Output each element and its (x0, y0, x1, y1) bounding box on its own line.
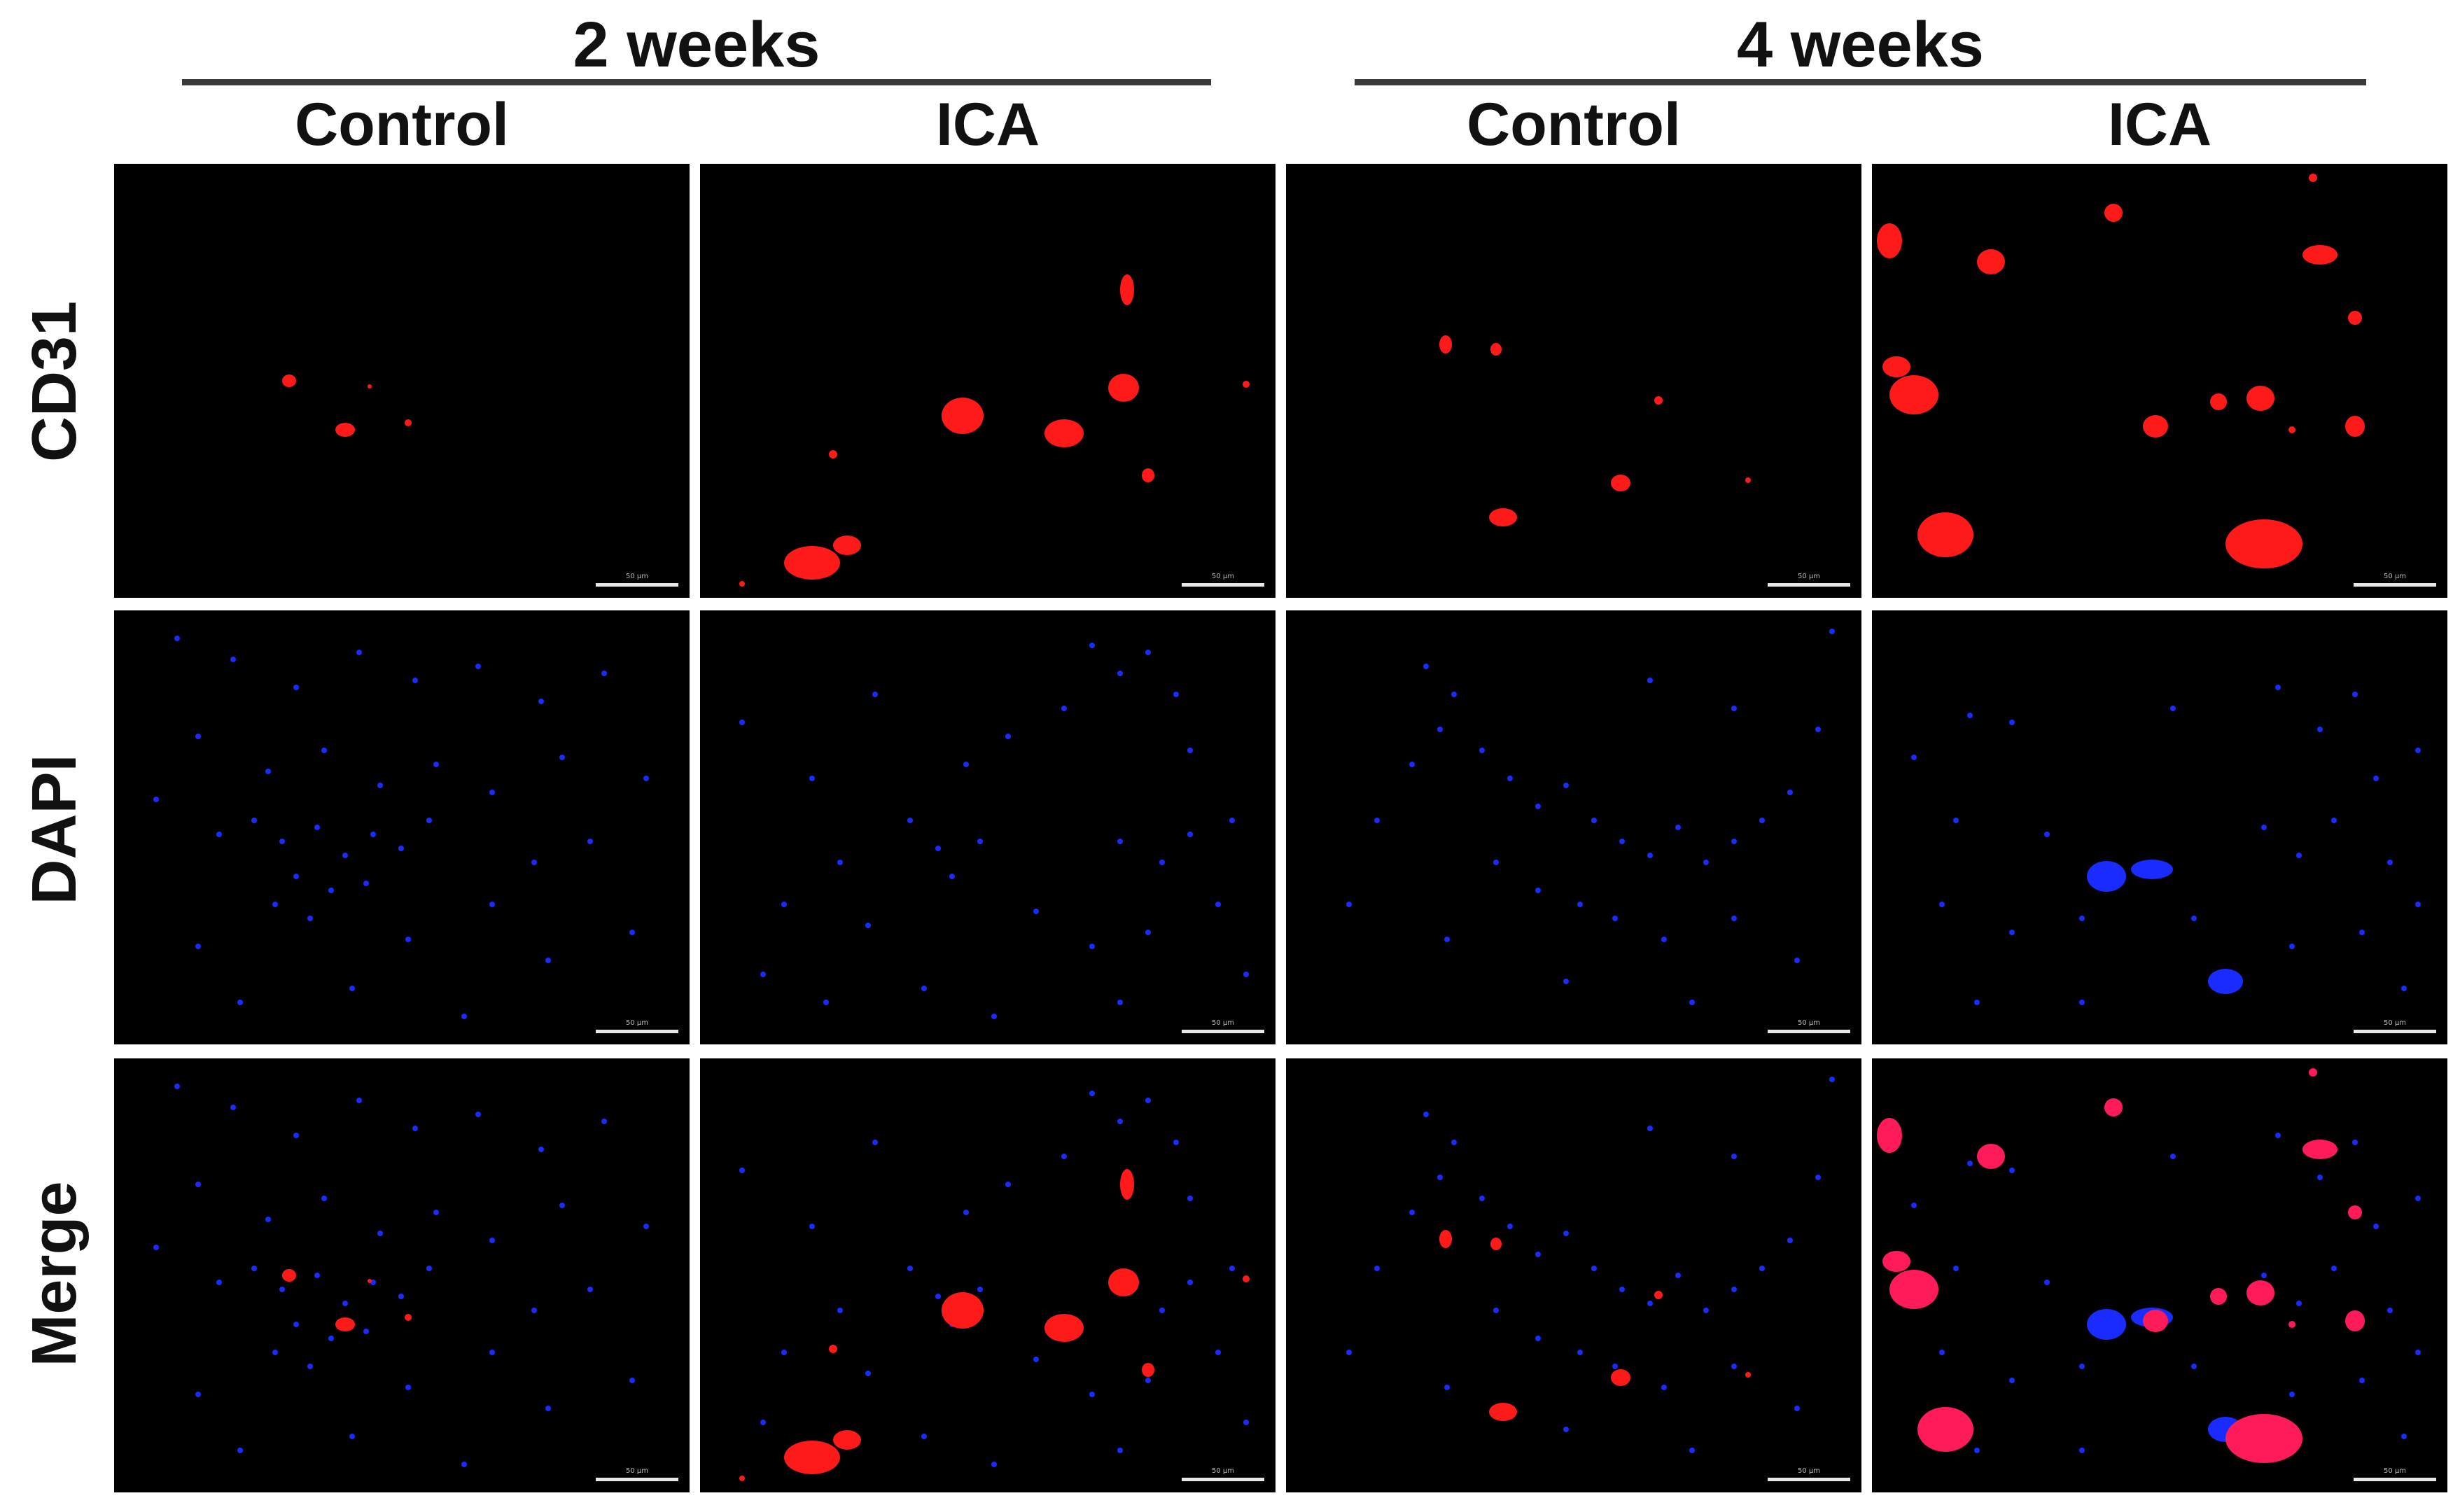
scale-bar: 50 μm (596, 1467, 678, 1481)
group-rule-4-weeks (1355, 79, 2366, 85)
micrograph-merge-2w-ica (739, 1091, 1250, 1481)
micrograph-dapi-2w-ica (739, 643, 1249, 1019)
panel-merge-2w-control: 50 μm (114, 1058, 690, 1492)
micrograph-merge-4w-ica (1877, 1068, 2421, 1463)
scale-bar: 50 μm (2354, 573, 2436, 587)
micrograph-dapi-4w-control (1346, 629, 1835, 1005)
panel-merge-2w-ica: 50 μm (700, 1058, 1276, 1492)
micrograph-cd31-2w-ica (739, 274, 1250, 587)
scale-bar: 50 μm (596, 1019, 678, 1033)
panel-cd31-4w-ica: 50 μm (1872, 164, 2447, 598)
group-rule-2-weeks (182, 79, 1211, 85)
column-label-4w-control: Control (1467, 91, 1681, 158)
micrograph-merge-4w-control (1346, 1077, 1835, 1453)
row-label-cd31: CD31 (20, 300, 90, 463)
scale-bar: 50 μm (1768, 1019, 1850, 1033)
panel-dapi-4w-ica: 50 μm (1872, 610, 2447, 1044)
scale-bar: 50 μm (596, 573, 678, 587)
column-label-2w-control: Control (295, 91, 509, 158)
scale-bar: 50 μm (2354, 1467, 2436, 1481)
panel-dapi-2w-ica: 50 μm (700, 610, 1276, 1044)
column-label-2w-ica: ICA (935, 91, 1040, 158)
group-title-2-weeks: 2 weeks (573, 9, 820, 80)
row-label-dapi: DAPI (20, 754, 90, 905)
micrograph-merge-2w-control (153, 1084, 649, 1467)
group-title-4-weeks: 4 weeks (1737, 9, 1984, 80)
micrograph-dapi-4w-ica (1911, 685, 2421, 1005)
micrograph-dapi-2w-control (153, 636, 649, 1019)
micrograph-cd31-4w-ica (1877, 174, 2365, 568)
scale-bar: 50 μm (1182, 1019, 1264, 1033)
micrograph-cd31-4w-control (1439, 335, 1751, 526)
scale-bar: 50 μm (2354, 1019, 2436, 1033)
scale-bar: 50 μm (1182, 573, 1264, 587)
panel-merge-4w-ica: 50 μm (1872, 1058, 2447, 1492)
panel-merge-4w-control: 50 μm (1286, 1058, 1861, 1492)
panel-cd31-2w-ica: 50 μm (700, 164, 1276, 598)
scale-bar: 50 μm (1768, 573, 1850, 587)
panel-cd31-4w-control: 50 μm (1286, 164, 1861, 598)
micrograph-cd31-2w-control (282, 374, 412, 437)
panel-cd31-2w-control: 50 μm (114, 164, 690, 598)
row-label-merge: Merge (20, 1181, 90, 1367)
column-label-4w-ica: ICA (2107, 91, 2212, 158)
scale-bar: 50 μm (1768, 1467, 1850, 1481)
panel-dapi-2w-control: 50 μm (114, 610, 690, 1044)
panel-dapi-4w-control: 50 μm (1286, 610, 1861, 1044)
scale-bar: 50 μm (1182, 1467, 1264, 1481)
